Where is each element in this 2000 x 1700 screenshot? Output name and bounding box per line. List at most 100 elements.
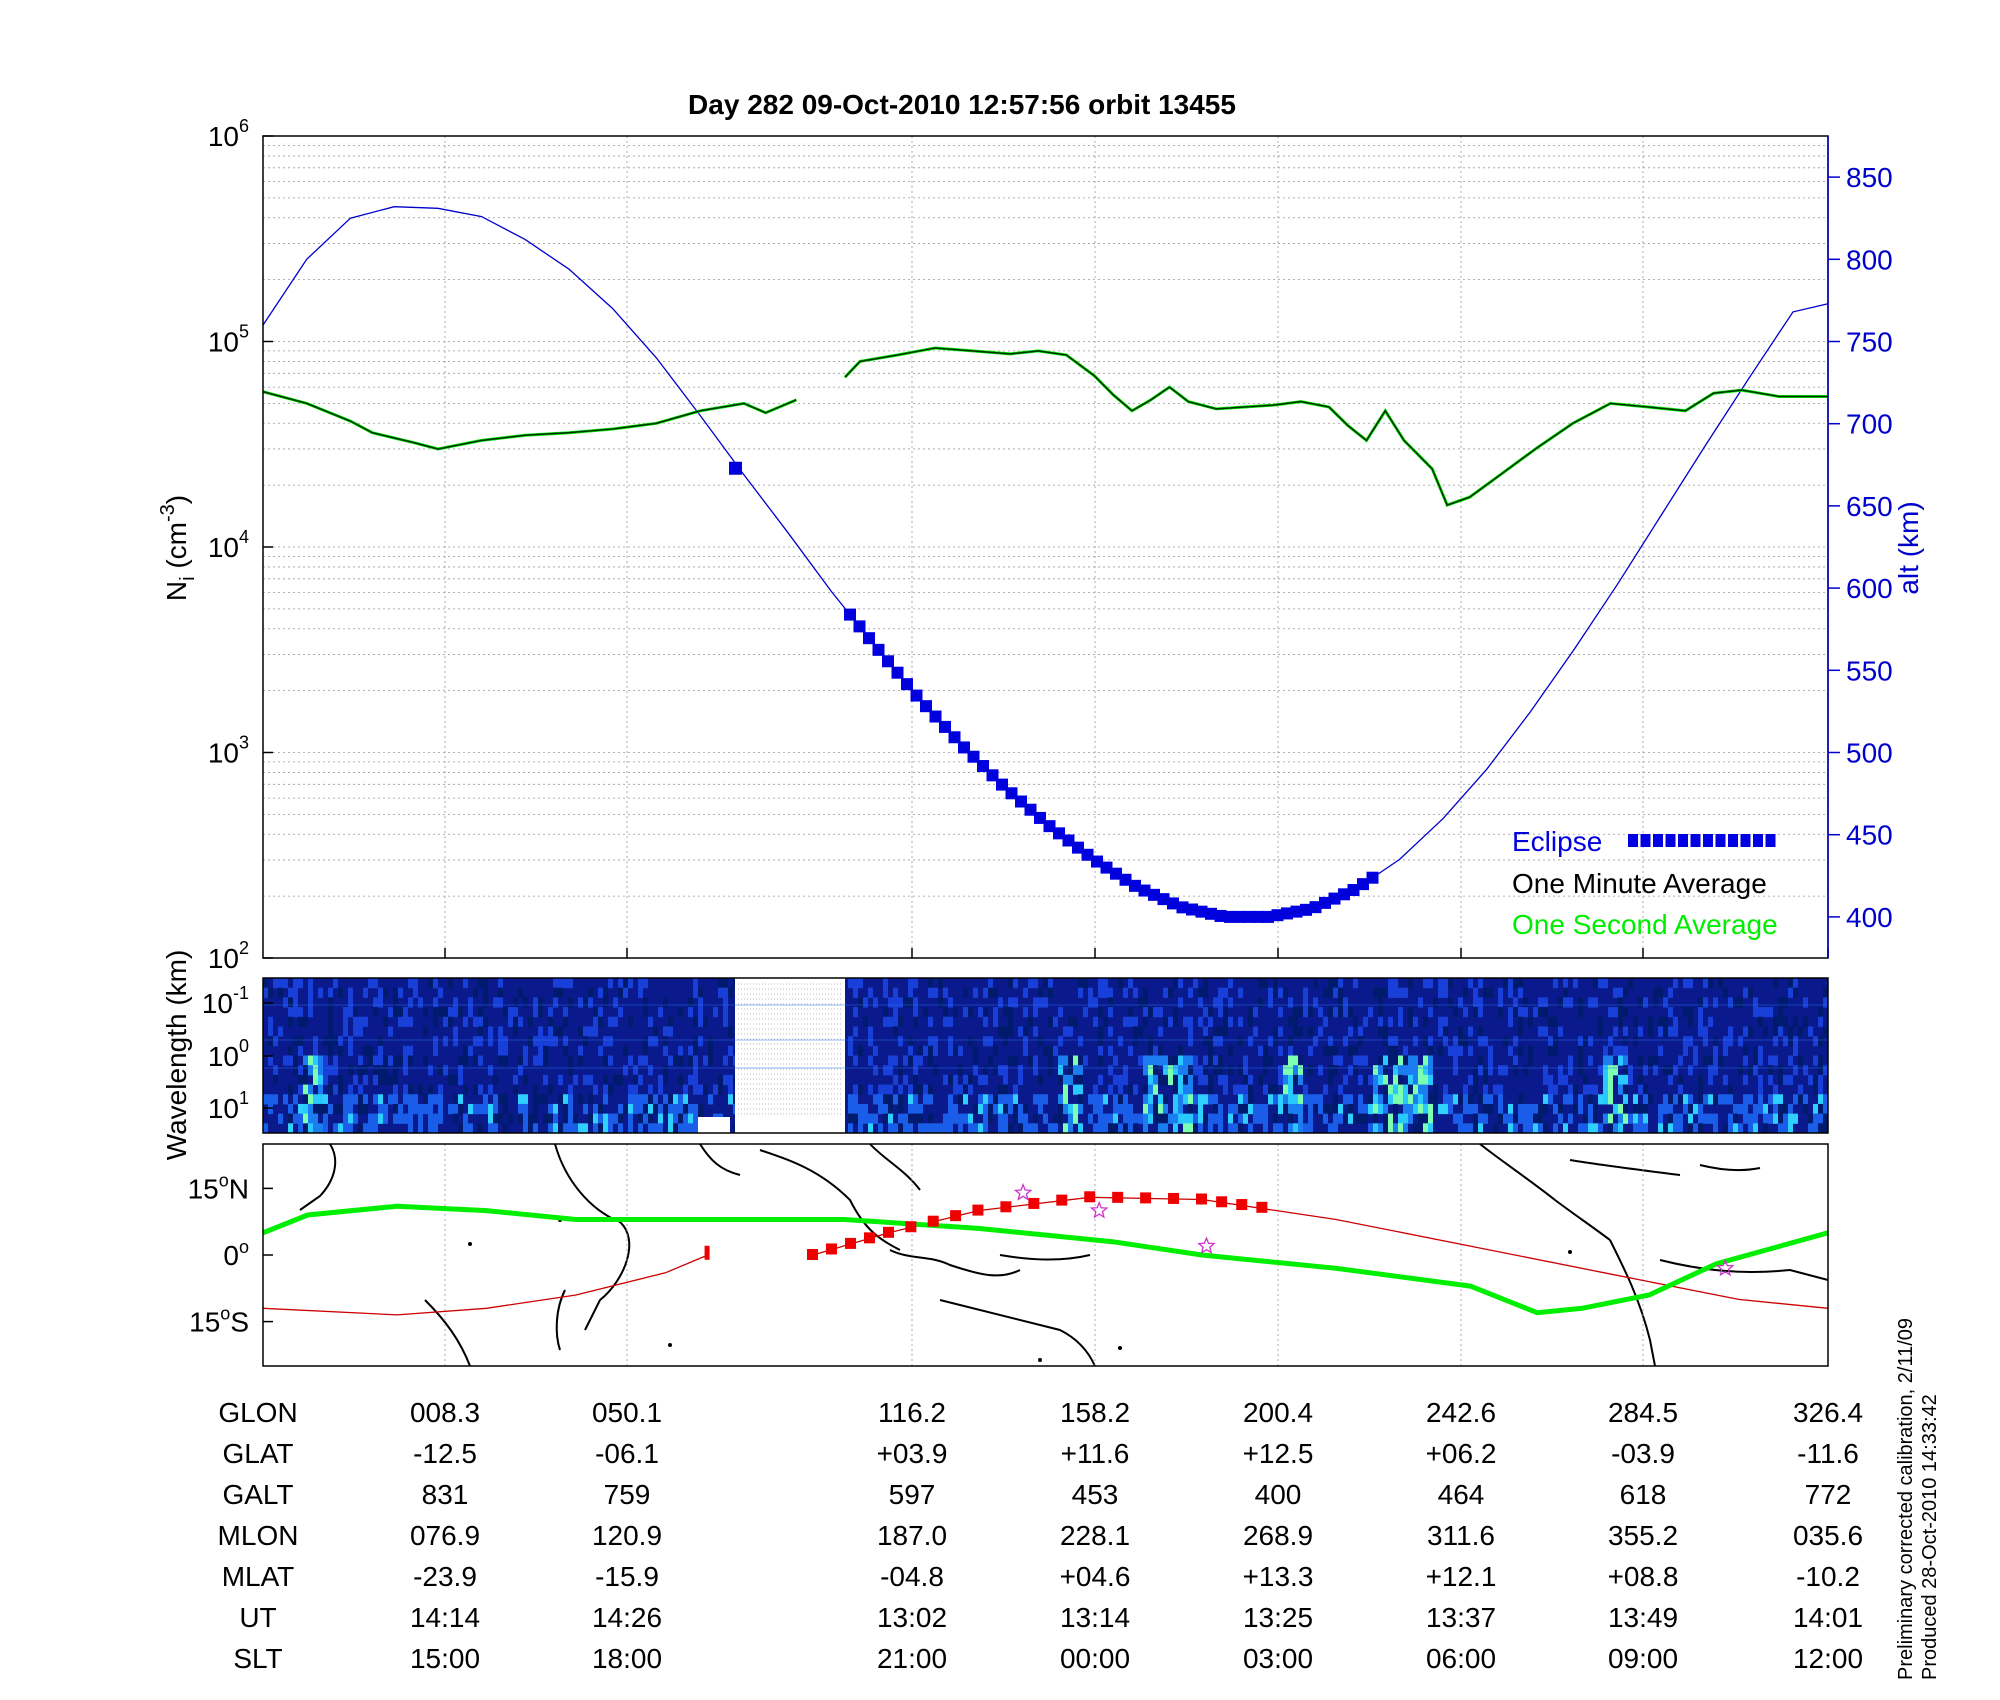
eclipse-track-marker — [905, 1221, 917, 1233]
spectrogram-cell — [298, 1123, 303, 1134]
spectrogram-cell — [1623, 1094, 1628, 1105]
spectrogram-cell — [358, 1016, 363, 1027]
spectrogram-cell — [853, 1113, 858, 1124]
spectrogram-cell — [618, 1007, 623, 1018]
spectrogram-cell — [1293, 1074, 1298, 1086]
left-tick-exponent: 3 — [239, 733, 249, 753]
spectrogram-cell — [1163, 987, 1168, 998]
eclipse-track-marker — [927, 1215, 939, 1227]
spectrogram-cell — [1713, 1065, 1718, 1076]
coastline — [939, 1299, 1096, 1367]
spectrogram-cell — [1338, 978, 1343, 989]
spectrogram-cell — [1243, 1094, 1248, 1105]
spectrogram-cell — [578, 997, 583, 1008]
spectrogram-cell — [1378, 1123, 1383, 1134]
eclipse-track-marker — [1056, 1194, 1068, 1206]
table-cell: 13:37 — [1426, 1602, 1496, 1633]
spectrogram-cell — [1713, 1123, 1718, 1134]
spectrogram-cell — [453, 1074, 458, 1086]
spectrogram-cell — [973, 987, 978, 998]
spectrogram-cell — [1233, 1103, 1238, 1115]
table-row-label: MLON — [218, 1520, 299, 1551]
spectrogram-cell — [348, 1036, 353, 1047]
spectrogram-cell — [1648, 1055, 1653, 1066]
spectrogram-cell — [408, 1123, 413, 1134]
spectrogram-cell — [1268, 1055, 1273, 1066]
spectrogram-cell — [853, 1026, 858, 1037]
spectrogram-cell — [1033, 1065, 1038, 1076]
spectrogram-cell — [868, 1055, 873, 1066]
spectrogram-cell — [1423, 1123, 1428, 1134]
coastline — [759, 1149, 901, 1251]
spectrogram-cell — [1643, 1103, 1648, 1115]
spectrogram-cell — [418, 1084, 423, 1095]
spectrogram-cell — [1383, 1055, 1388, 1066]
spectrogram-cell — [888, 1016, 893, 1027]
spectrogram-cell — [428, 1084, 433, 1095]
spectrogram-cell — [1653, 1065, 1658, 1076]
spectrogram-cell — [693, 1123, 698, 1134]
spectrogram-cell — [1548, 1036, 1553, 1047]
spectrogram-cell — [313, 1113, 318, 1124]
spectrogram-cell — [1218, 1055, 1223, 1066]
spectrogram-cell — [1713, 1045, 1718, 1056]
spectrogram-cell — [1383, 1065, 1388, 1076]
spectrogram-cell — [1778, 1007, 1783, 1018]
spectrogram-cell — [913, 1094, 918, 1105]
spectrogram-cell — [638, 987, 643, 998]
spectrogram-tick-label: 101 — [208, 1088, 249, 1124]
spectrogram-cell — [608, 1113, 613, 1124]
spectrogram-cell — [478, 1055, 483, 1066]
spectrogram-cell — [1108, 1065, 1113, 1076]
spectrogram-cell — [1423, 978, 1428, 989]
spectrogram-cell — [1788, 1074, 1793, 1086]
spectrogram-cell — [298, 1007, 303, 1018]
one-minute-average-line — [262, 390, 797, 450]
spectrogram-cell — [1283, 1084, 1288, 1095]
spectrogram-cell — [378, 987, 383, 998]
spectrogram-cell — [1328, 978, 1333, 989]
spectrogram-cell — [928, 1123, 933, 1134]
spectrogram-cell — [448, 1103, 453, 1115]
spectrogram-cell — [723, 978, 728, 989]
spectrogram-cell — [903, 997, 908, 1008]
spectrogram-cell — [1488, 1055, 1493, 1066]
spectrogram-cell — [1568, 1094, 1573, 1105]
spectrogram-cell — [1403, 1113, 1408, 1124]
spectrogram-cell — [1113, 1094, 1118, 1105]
spectrogram-cell — [958, 1094, 963, 1105]
spectrogram-cell — [403, 1045, 408, 1056]
spectrogram-cell — [318, 1103, 323, 1115]
spectrogram-cell — [963, 1113, 968, 1124]
spectrogram-cell — [633, 1065, 638, 1076]
spectrogram-cell — [1813, 1055, 1818, 1066]
spectrogram-cell — [1403, 1055, 1408, 1066]
spectrogram-cell — [1043, 1094, 1048, 1105]
spectrogram-cell — [1273, 1094, 1278, 1105]
spectrogram-cell — [923, 1084, 928, 1095]
spectrogram-cell — [1153, 1065, 1158, 1076]
spectrogram-cell — [303, 1084, 308, 1095]
spectrogram-cell — [933, 1123, 938, 1134]
spectrogram-cell — [1203, 1026, 1208, 1037]
spectrogram-cell — [1723, 1045, 1728, 1056]
spectrogram-cell — [453, 1103, 458, 1115]
spectrogram-cell — [983, 1103, 988, 1115]
spectrogram-cell — [1188, 987, 1193, 998]
spectrogram-cell — [1588, 1036, 1593, 1047]
spectrogram-cell — [848, 978, 853, 989]
spectrogram-cell — [1728, 1094, 1733, 1105]
spectrogram-cell — [1258, 978, 1263, 989]
spectrogram-cell — [1088, 1113, 1093, 1124]
spectrogram-cell — [1818, 1084, 1823, 1095]
magnetic-equator-line — [262, 1203, 1829, 1316]
spectrogram-cell — [668, 1123, 673, 1134]
spectrogram-cell — [928, 1113, 933, 1124]
spectrogram-cell — [1058, 1036, 1063, 1047]
spectrogram-cell — [1528, 1123, 1533, 1134]
spectrogram-cell — [963, 1074, 968, 1086]
spectrogram-cell — [1358, 1113, 1363, 1124]
spectrogram-cell — [1058, 1055, 1063, 1066]
spectrogram-cell — [1553, 1045, 1558, 1056]
spectrogram-cell — [1488, 987, 1493, 998]
